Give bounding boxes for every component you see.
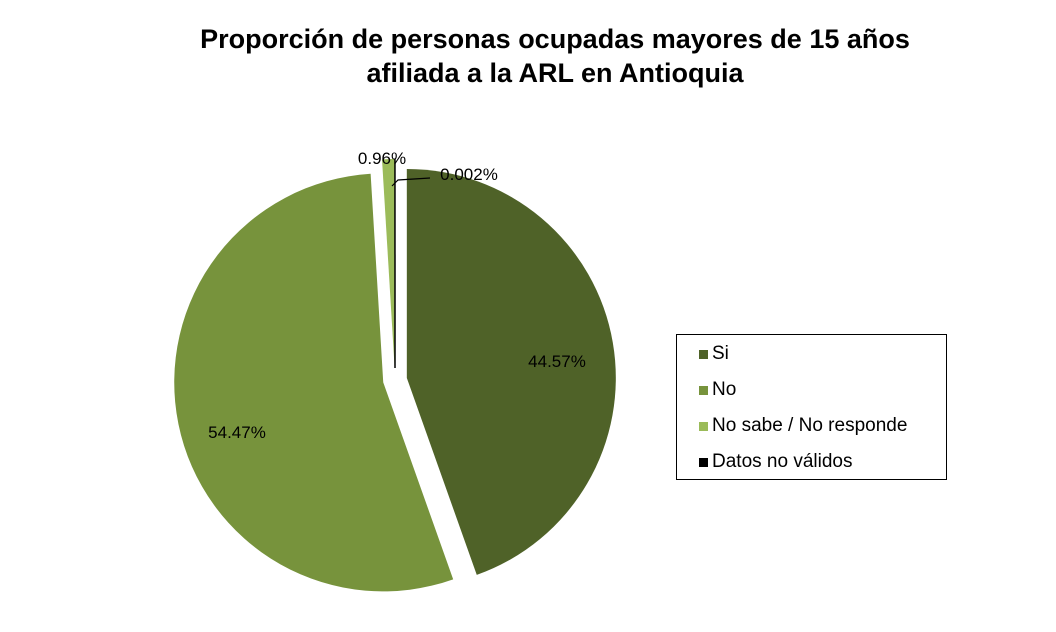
data-label-no-sabe: 0.96%	[358, 149, 406, 168]
data-label-si: 44.57%	[528, 352, 586, 371]
legend-label-no-sabe: No sabe / No responde	[712, 415, 908, 436]
legend-swatch-no	[699, 385, 708, 395]
data-label-no: 54.47%	[208, 423, 266, 442]
legend-swatch-si	[699, 349, 708, 359]
legend-item-si: Si	[699, 343, 729, 365]
legend-label-no: No	[712, 379, 737, 400]
legend: Si No No sabe / No responde Datos no vál…	[676, 334, 947, 480]
legend-item-no: No	[699, 379, 736, 401]
pie-slice-no-sabe	[382, 159, 395, 369]
pie-slice-si	[406, 168, 616, 575]
legend-item-datos-no-validos: Datos no válidos	[699, 451, 852, 473]
chart-title-line-1: Proporción de personas ocupadas mayores …	[200, 24, 910, 54]
leader-line-datos-no-validos	[391, 177, 431, 187]
pie-slice-no	[174, 173, 454, 592]
legend-item-no-sabe: No sabe / No responde	[699, 415, 907, 437]
legend-swatch-datos-no-validos	[699, 457, 708, 467]
legend-swatch-no-sabe	[699, 421, 708, 431]
data-label-datos-no-validos: 0.002%	[440, 165, 498, 184]
chart-title-line-2: afiliada a la ARL en Antioquia	[366, 58, 744, 88]
legend-label-si: Si	[712, 343, 729, 364]
legend-label-datos-no-validos: Datos no válidos	[712, 451, 853, 472]
chart-title: Proporción de personas ocupadas mayores …	[150, 22, 960, 90]
